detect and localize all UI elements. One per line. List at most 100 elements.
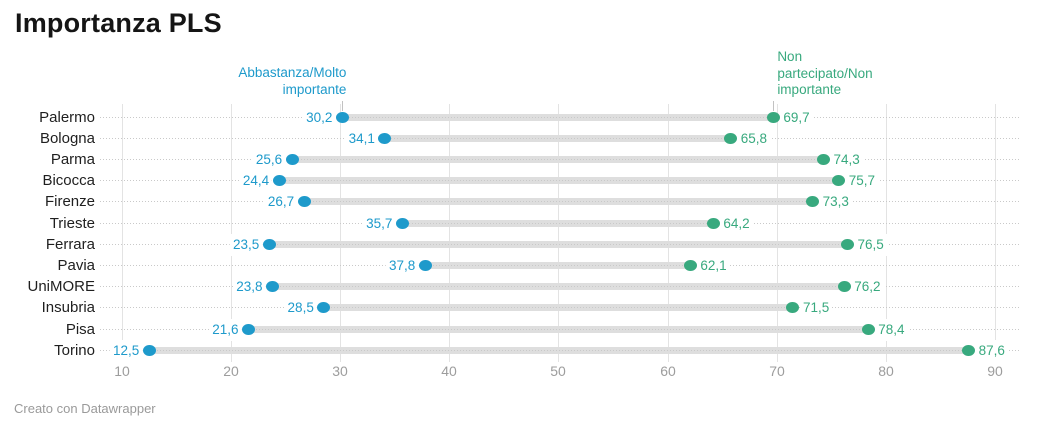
dot-non-importante	[766, 111, 780, 123]
series-label-leader-line-non-importante	[773, 101, 774, 111]
x-axis-tick-label: 60	[660, 363, 676, 379]
row-dotted-guide	[100, 201, 1020, 203]
value-label-non-importante: 65,8	[737, 127, 771, 150]
value-label-non-importante: 87,6	[975, 339, 1008, 362]
chart-row: Pisa 21,6 78,4	[0, 318, 1046, 341]
value-label-importante: 25,6	[252, 148, 286, 171]
dot-non-importante	[962, 344, 976, 356]
row-label: Parma	[50, 150, 95, 168]
value-label-non-importante: 62,1	[697, 254, 730, 277]
chart-row: Pavia 37,8 62,1	[0, 254, 1046, 277]
datawrapper-credit-link[interactable]: Creato con Datawrapper	[14, 401, 156, 416]
dot-importante	[285, 153, 299, 165]
gridline-60	[668, 104, 669, 362]
value-label-importante: 30,2	[303, 106, 336, 129]
chart-row: UniMORE 23,8 76,2	[0, 276, 1046, 299]
row-label: UniMORE	[27, 278, 95, 296]
gridline-20	[231, 104, 232, 362]
row-label: Ferrara	[45, 235, 95, 253]
value-label-non-importante: 76,2	[851, 276, 884, 299]
row-dotted-guide	[100, 158, 1020, 160]
row-label: Pisa	[65, 320, 95, 338]
row-label: Bicocca	[42, 172, 95, 190]
value-label-importante: 24,4	[239, 170, 273, 193]
value-label-importante: 35,7	[363, 212, 396, 235]
dot-importante	[297, 196, 311, 208]
dot-non-importante	[806, 196, 820, 208]
dot-non-importante	[706, 217, 720, 229]
dot-non-importante	[861, 323, 875, 335]
value-label-importante: 26,7	[264, 191, 298, 214]
x-axis-tick-label: 70	[769, 363, 785, 379]
value-label-non-importante: 75,7	[845, 170, 879, 193]
series-label-non-importante: Non partecipato/Non importante	[777, 49, 873, 97]
x-axis-tick-label: 90	[987, 363, 1003, 379]
chart-row: Torino 12,5 87,6	[0, 339, 1046, 362]
dot-non-importante	[841, 238, 854, 250]
row-dotted-guide	[100, 243, 1020, 245]
value-label-non-importante: 71,5	[799, 297, 833, 320]
value-label-importante: 12,5	[109, 339, 143, 362]
row-label: Insubria	[41, 299, 95, 317]
dot-importante	[418, 259, 432, 271]
gridline-50	[558, 104, 559, 362]
gridline-30	[340, 104, 341, 362]
chart-row: Parma 25,6 74,3	[0, 148, 1046, 171]
chart-row: Bologna 34,1 65,8	[0, 127, 1046, 150]
chart-row: Trieste 35,7 64,2	[0, 212, 1046, 235]
gridline-10	[122, 104, 123, 362]
dot-importante	[317, 302, 331, 314]
row-dotted-guide	[100, 349, 1020, 351]
x-axis-tick-label: 40	[441, 363, 457, 379]
value-label-importante: 34,1	[345, 127, 378, 150]
series-label-importante: Abbastanza/Molto importante	[238, 65, 347, 97]
value-label-importante: 37,8	[386, 254, 419, 277]
chart-row: Palermo 30,2 69,7	[0, 106, 1046, 129]
dot-importante	[266, 281, 280, 293]
value-label-non-importante: 76,5	[854, 233, 887, 256]
gridline-80	[886, 104, 887, 362]
row-label: Palermo	[39, 108, 95, 126]
gridline-90	[995, 104, 996, 362]
row-label: Torino	[54, 341, 95, 359]
row-dotted-guide	[100, 307, 1020, 309]
dot-non-importante	[724, 132, 738, 144]
value-label-importante: 28,5	[284, 297, 317, 320]
x-axis-tick-label: 10	[114, 363, 130, 379]
row-dotted-guide	[100, 328, 1020, 330]
row-dotted-guide	[100, 264, 1020, 266]
x-axis-tick-label: 30	[332, 363, 348, 379]
dot-non-importante	[786, 302, 800, 314]
x-axis-tick-label: 50	[550, 363, 566, 379]
dot-importante	[262, 238, 276, 250]
value-label-non-importante: 74,3	[830, 148, 863, 171]
value-label-non-importante: 78,4	[875, 318, 908, 341]
value-label-non-importante: 73,3	[819, 191, 852, 214]
row-dotted-guide	[100, 222, 1020, 224]
row-label: Pavia	[57, 256, 95, 274]
row-dotted-guide	[100, 286, 1020, 288]
dot-non-importante	[817, 153, 830, 165]
dot-non-importante	[683, 259, 697, 271]
dot-importante	[378, 132, 392, 144]
chart-row: Bicocca 24,4 75,7	[0, 170, 1046, 193]
dot-non-importante	[832, 175, 846, 187]
dot-importante	[272, 175, 286, 187]
dot-non-importante	[837, 281, 851, 293]
dot-importante	[142, 344, 156, 356]
row-label: Bologna	[39, 129, 95, 147]
x-axis-tick-label: 20	[223, 363, 239, 379]
value-label-importante: 23,8	[233, 276, 266, 299]
row-dotted-guide	[100, 180, 1020, 182]
dot-importante	[395, 217, 409, 229]
row-label: Firenze	[44, 193, 95, 211]
chart-row: Ferrara 23,5 76,5	[0, 233, 1046, 256]
value-label-importante: 21,6	[209, 318, 242, 341]
row-label: Trieste	[49, 214, 95, 232]
value-label-non-importante: 64,2	[720, 212, 753, 235]
value-label-non-importante: 69,7	[780, 106, 813, 129]
gridline-70	[777, 104, 778, 362]
chart-row: Firenze 26,7 73,3	[0, 191, 1046, 214]
dot-importante	[335, 111, 349, 123]
